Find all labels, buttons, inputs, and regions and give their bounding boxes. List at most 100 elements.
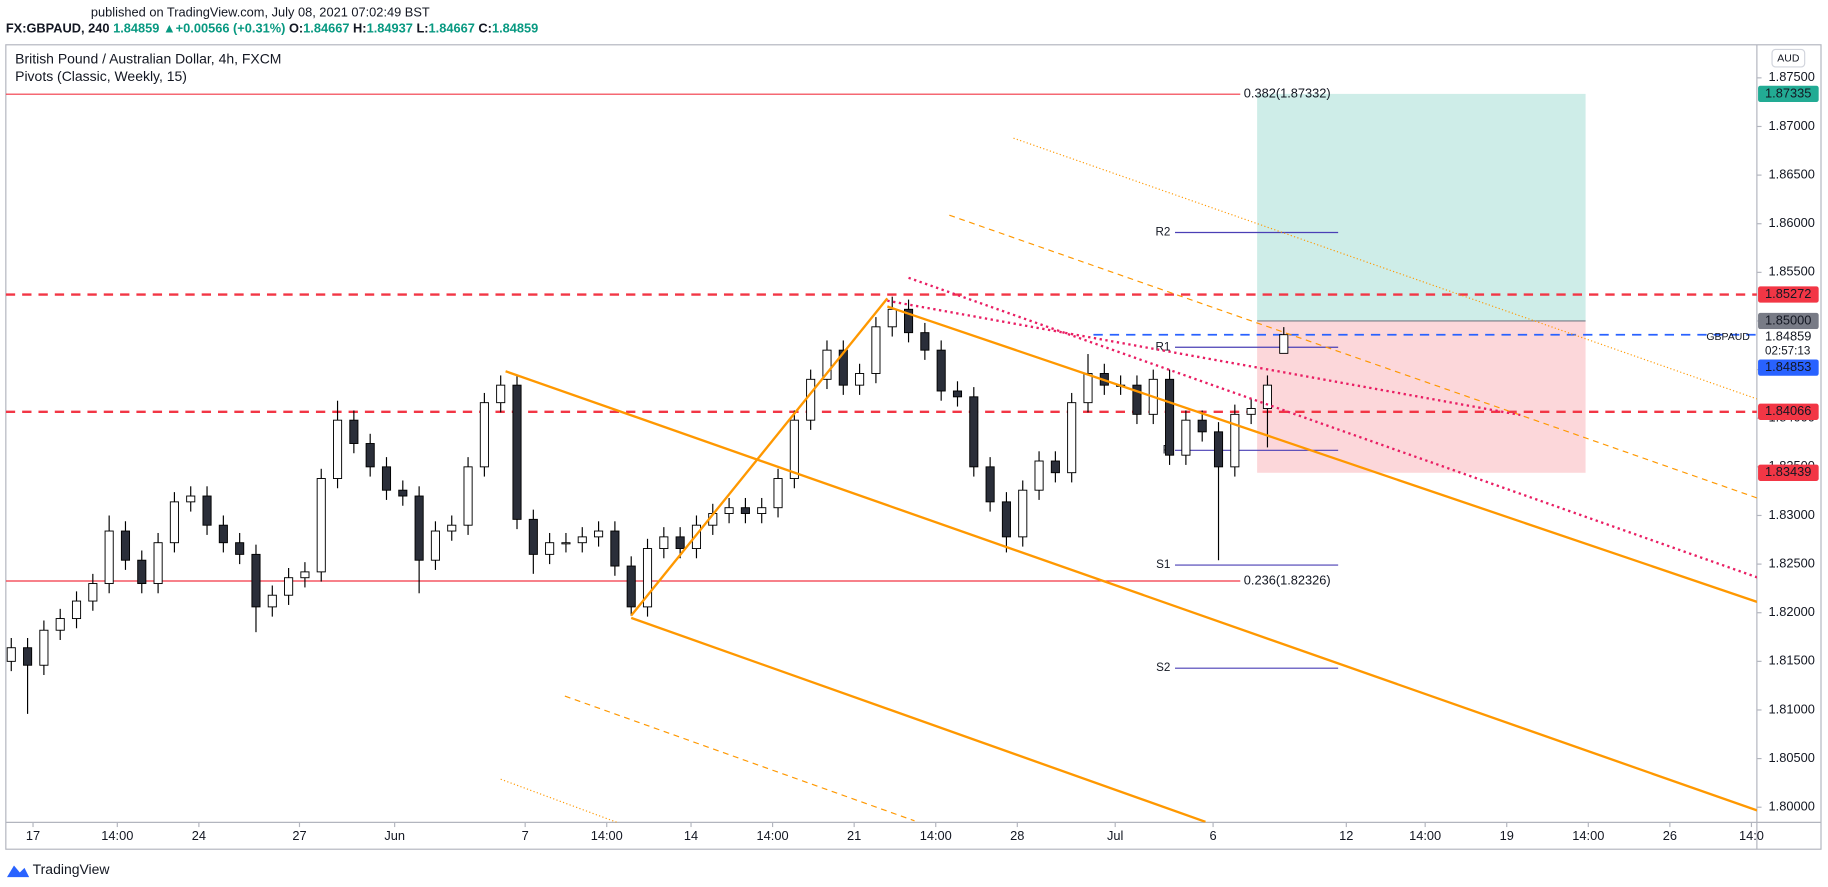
quote-part: 1.84667 — [429, 21, 479, 36]
chart-title: British Pound / Australian Dollar, 4h, F… — [15, 51, 281, 67]
candle-body — [349, 419, 359, 444]
candle-body — [447, 524, 457, 532]
trend-line — [505, 370, 1757, 812]
candle-body — [740, 507, 750, 514]
candle-body — [822, 349, 832, 380]
candle-body — [1181, 419, 1191, 456]
candle-body — [153, 542, 163, 585]
candle-body — [1262, 384, 1273, 409]
x-tick-label: 14:00 — [920, 828, 952, 843]
x-tick-label: 12 — [1339, 828, 1353, 843]
candle-body — [55, 618, 65, 631]
quote: FX:GBPAUD, 240 1.84859 ▲+0.00566 (+0.31%… — [6, 21, 538, 36]
y-tick-label: 1.81500 — [1769, 653, 1815, 668]
candle-body — [577, 536, 587, 544]
candle-body — [496, 384, 506, 404]
candle-body — [789, 419, 799, 479]
trend-line — [630, 297, 889, 617]
candle-body — [642, 548, 653, 608]
quote-part: L: — [416, 21, 428, 36]
symbol-tag: GBPAUD — [1706, 332, 1750, 343]
candle-body — [333, 419, 343, 479]
quote-part: 1.84937 — [367, 21, 417, 36]
plot: 0.382(1.87332)0.236(1.82326)R2R1PS1S2 — [5, 86, 1757, 823]
quote-part: ▲+0.00566 (+0.31%) — [163, 21, 289, 36]
x-tick-label: 17 — [26, 828, 40, 843]
y-tick-label: 1.82500 — [1769, 555, 1815, 570]
trend-line — [949, 214, 1757, 499]
candle-body — [1034, 460, 1044, 491]
currency[interactable]: AUD — [1777, 54, 1800, 65]
candle-body — [284, 577, 294, 596]
candle-body — [806, 378, 816, 421]
y-tick-label: 1.80000 — [1769, 799, 1815, 814]
x-tick-label: 14:00 — [101, 828, 133, 843]
candle-body — [300, 571, 310, 579]
candle-body — [1197, 419, 1207, 433]
y-tick-label: 1.83000 — [1769, 507, 1815, 522]
price-tag — [1758, 464, 1819, 481]
published: published on TradingView.com, July 08, 2… — [91, 5, 430, 20]
candle-body — [267, 594, 277, 608]
candle-body — [430, 530, 440, 561]
candle-body — [39, 629, 49, 666]
candle-body — [186, 495, 196, 503]
candle-body — [838, 349, 848, 386]
price-tag — [1758, 359, 1819, 376]
x-tick-label: Jun — [384, 828, 405, 843]
price-tag — [1758, 329, 1819, 346]
price-tag-label: 1.84853 — [1765, 359, 1811, 374]
candle-body — [561, 542, 571, 545]
candle-body — [1279, 334, 1289, 354]
candle-body — [316, 478, 326, 573]
chart-subtitle: Pivots (Classic, Weekly, 15) — [15, 68, 187, 84]
candle-body — [1246, 408, 1256, 415]
candle-body — [365, 443, 375, 468]
candle-body — [952, 390, 963, 398]
x-tick-label: Jul — [1107, 828, 1123, 843]
candle-body — [545, 542, 555, 555]
quote-part: FX:GBPAUD, 240 — [6, 21, 113, 36]
price-tag-label: 1.87335 — [1765, 85, 1811, 100]
x-tick-label: 14:00 — [1572, 828, 1604, 843]
candle-body — [479, 402, 489, 468]
frame — [5, 44, 1822, 850]
y-tick-label: 1.85500 — [1769, 264, 1815, 279]
x-tick-label: 26 — [1663, 828, 1677, 843]
candle-body — [773, 478, 783, 509]
y-tick-label: 1.87500 — [1769, 69, 1815, 84]
price-tag — [1758, 85, 1819, 103]
candle-body — [1083, 373, 1093, 404]
candle-body — [104, 530, 114, 585]
candle-body — [381, 466, 392, 491]
candle-body — [1018, 489, 1028, 538]
x-tick-label: 14 — [684, 828, 698, 843]
currency-button[interactable] — [1771, 48, 1806, 68]
x-tick-label: 7 — [522, 828, 529, 843]
candle-body — [887, 308, 897, 328]
pivot-label: R2 — [1155, 226, 1170, 239]
x-tick-label: 14:0 — [1739, 828, 1764, 843]
x-tick-label: 14:00 — [1409, 828, 1441, 843]
candle-body — [969, 396, 979, 468]
candle-body — [855, 373, 865, 386]
quote-part: 1.84859 — [113, 21, 163, 36]
candle-body — [218, 524, 228, 544]
candle-body — [202, 495, 212, 526]
y-tick-label: 1.82000 — [1769, 604, 1815, 619]
price-tag-label: 1.85000 — [1765, 312, 1811, 327]
x-tick-label: 24 — [192, 828, 206, 843]
x-tick-label: 14:00 — [591, 828, 623, 843]
candle-body — [398, 489, 408, 497]
x-tick-label: 6 — [1210, 828, 1217, 843]
y-tick-label: 1.87000 — [1769, 118, 1815, 133]
candle-body — [594, 530, 604, 538]
quote-part: 1.84667 — [303, 21, 353, 36]
quote-part: H: — [353, 21, 367, 36]
candle-body — [512, 384, 522, 520]
trend-line — [1013, 137, 1757, 400]
x-tick-label: 14:00 — [757, 828, 789, 843]
y-tick-label: 1.86000 — [1769, 215, 1815, 230]
